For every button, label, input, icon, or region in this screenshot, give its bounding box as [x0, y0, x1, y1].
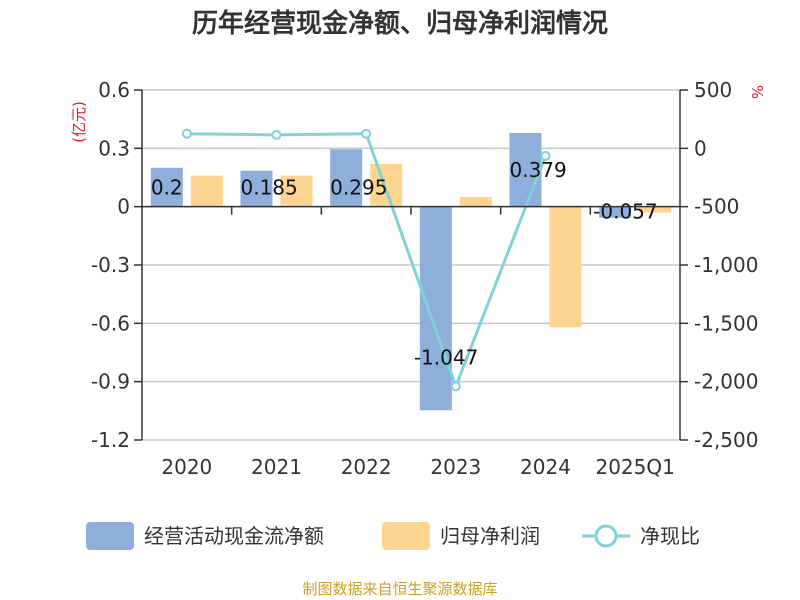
x-axis-ticks: 2020 2021 2022 2023 2024 2025Q1: [161, 455, 674, 479]
x-tick-label: 2025Q1: [595, 455, 674, 479]
left-tick-label: -1.2: [91, 428, 130, 452]
source-note: 制图数据来自恒生聚源数据库: [302, 580, 497, 598]
cashflow-bar: [150, 167, 183, 207]
cashflow-data-label: 0.379: [510, 158, 567, 182]
right-tick-label: -2,000: [694, 370, 758, 394]
net-profit-bar: [459, 196, 492, 207]
right-tick-label: -1,000: [694, 253, 758, 277]
net-profit-bar: [190, 175, 223, 207]
legend-label-net-profit: 归母净利润: [440, 524, 540, 548]
cashflow-data-label: 0.295: [330, 176, 387, 200]
left-tick-label: -0.6: [91, 311, 130, 335]
legend[interactable]: 经营活动现金流净额 归母净利润 净现比: [86, 522, 700, 550]
x-tick-label: 2021: [251, 455, 302, 479]
ratio-point: [450, 381, 461, 392]
right-tick-label: -500: [694, 195, 739, 219]
bar-series: [150, 132, 672, 411]
x-tick-label: 2020: [161, 455, 212, 479]
ratio-point: [361, 128, 372, 139]
right-axis-unit: %: [748, 85, 766, 99]
legend-marker-ratio: [594, 524, 618, 548]
right-axis-ticks: 500 0 -500 -1,000 -1,500 -2,000 -2,500: [694, 78, 758, 452]
x-tick-label: 2024: [520, 455, 571, 479]
right-tick-label: -2,500: [694, 428, 758, 452]
cashflow-data-label: -1.047: [414, 345, 478, 369]
cashflow-bar: [240, 170, 273, 207]
net-profit-bar: [639, 206, 672, 213]
cashflow-bar: [330, 149, 363, 207]
net-profit-bar: [549, 206, 582, 328]
cashflow-data-label: 0.185: [241, 176, 298, 200]
axes: [134, 89, 688, 441]
net-profit-bar: [370, 163, 403, 207]
cashflow-bar: [599, 206, 632, 218]
left-tick-label: 0.3: [98, 136, 130, 160]
gridlines: [142, 89, 680, 441]
left-axis-unit: (亿元): [70, 101, 88, 143]
x-tick-label: 2022: [341, 455, 392, 479]
legend-swatch-cashflow: [86, 522, 134, 550]
cashflow-bar: [509, 132, 542, 207]
cashflow-bar: [419, 206, 452, 411]
chart-title: 历年经营现金净额、归母净利润情况: [192, 8, 608, 39]
ratio-point: [271, 129, 282, 140]
net-profit-bar: [280, 175, 313, 207]
left-tick-label: -0.3: [91, 253, 130, 277]
cashflow-data-label: -0.057: [593, 200, 657, 224]
line-series: [181, 128, 551, 392]
x-tick-label: 2023: [430, 455, 481, 479]
data-labels: 0.2 0.185 0.295 -1.047 0.379 -0.057: [151, 158, 658, 369]
left-tick-label: 0.6: [98, 78, 130, 102]
legend-swatch-net-profit: [382, 522, 430, 550]
left-tick-label: 0: [117, 195, 130, 219]
right-tick-label: -1,500: [694, 311, 758, 335]
left-tick-label: -0.9: [91, 370, 130, 394]
cashflow-data-label: 0.2: [151, 176, 183, 200]
right-tick-label: 500: [694, 78, 732, 102]
legend-label-ratio: 净现比: [640, 524, 700, 548]
ratio-point: [181, 128, 192, 139]
right-tick-label: 0: [694, 136, 707, 160]
legend-label-cashflow: 经营活动现金流净额: [144, 524, 324, 548]
ratio-point: [540, 150, 551, 161]
left-axis-ticks: 0.6 0.3 0 -0.3 -0.6 -0.9 -1.2: [91, 78, 130, 452]
